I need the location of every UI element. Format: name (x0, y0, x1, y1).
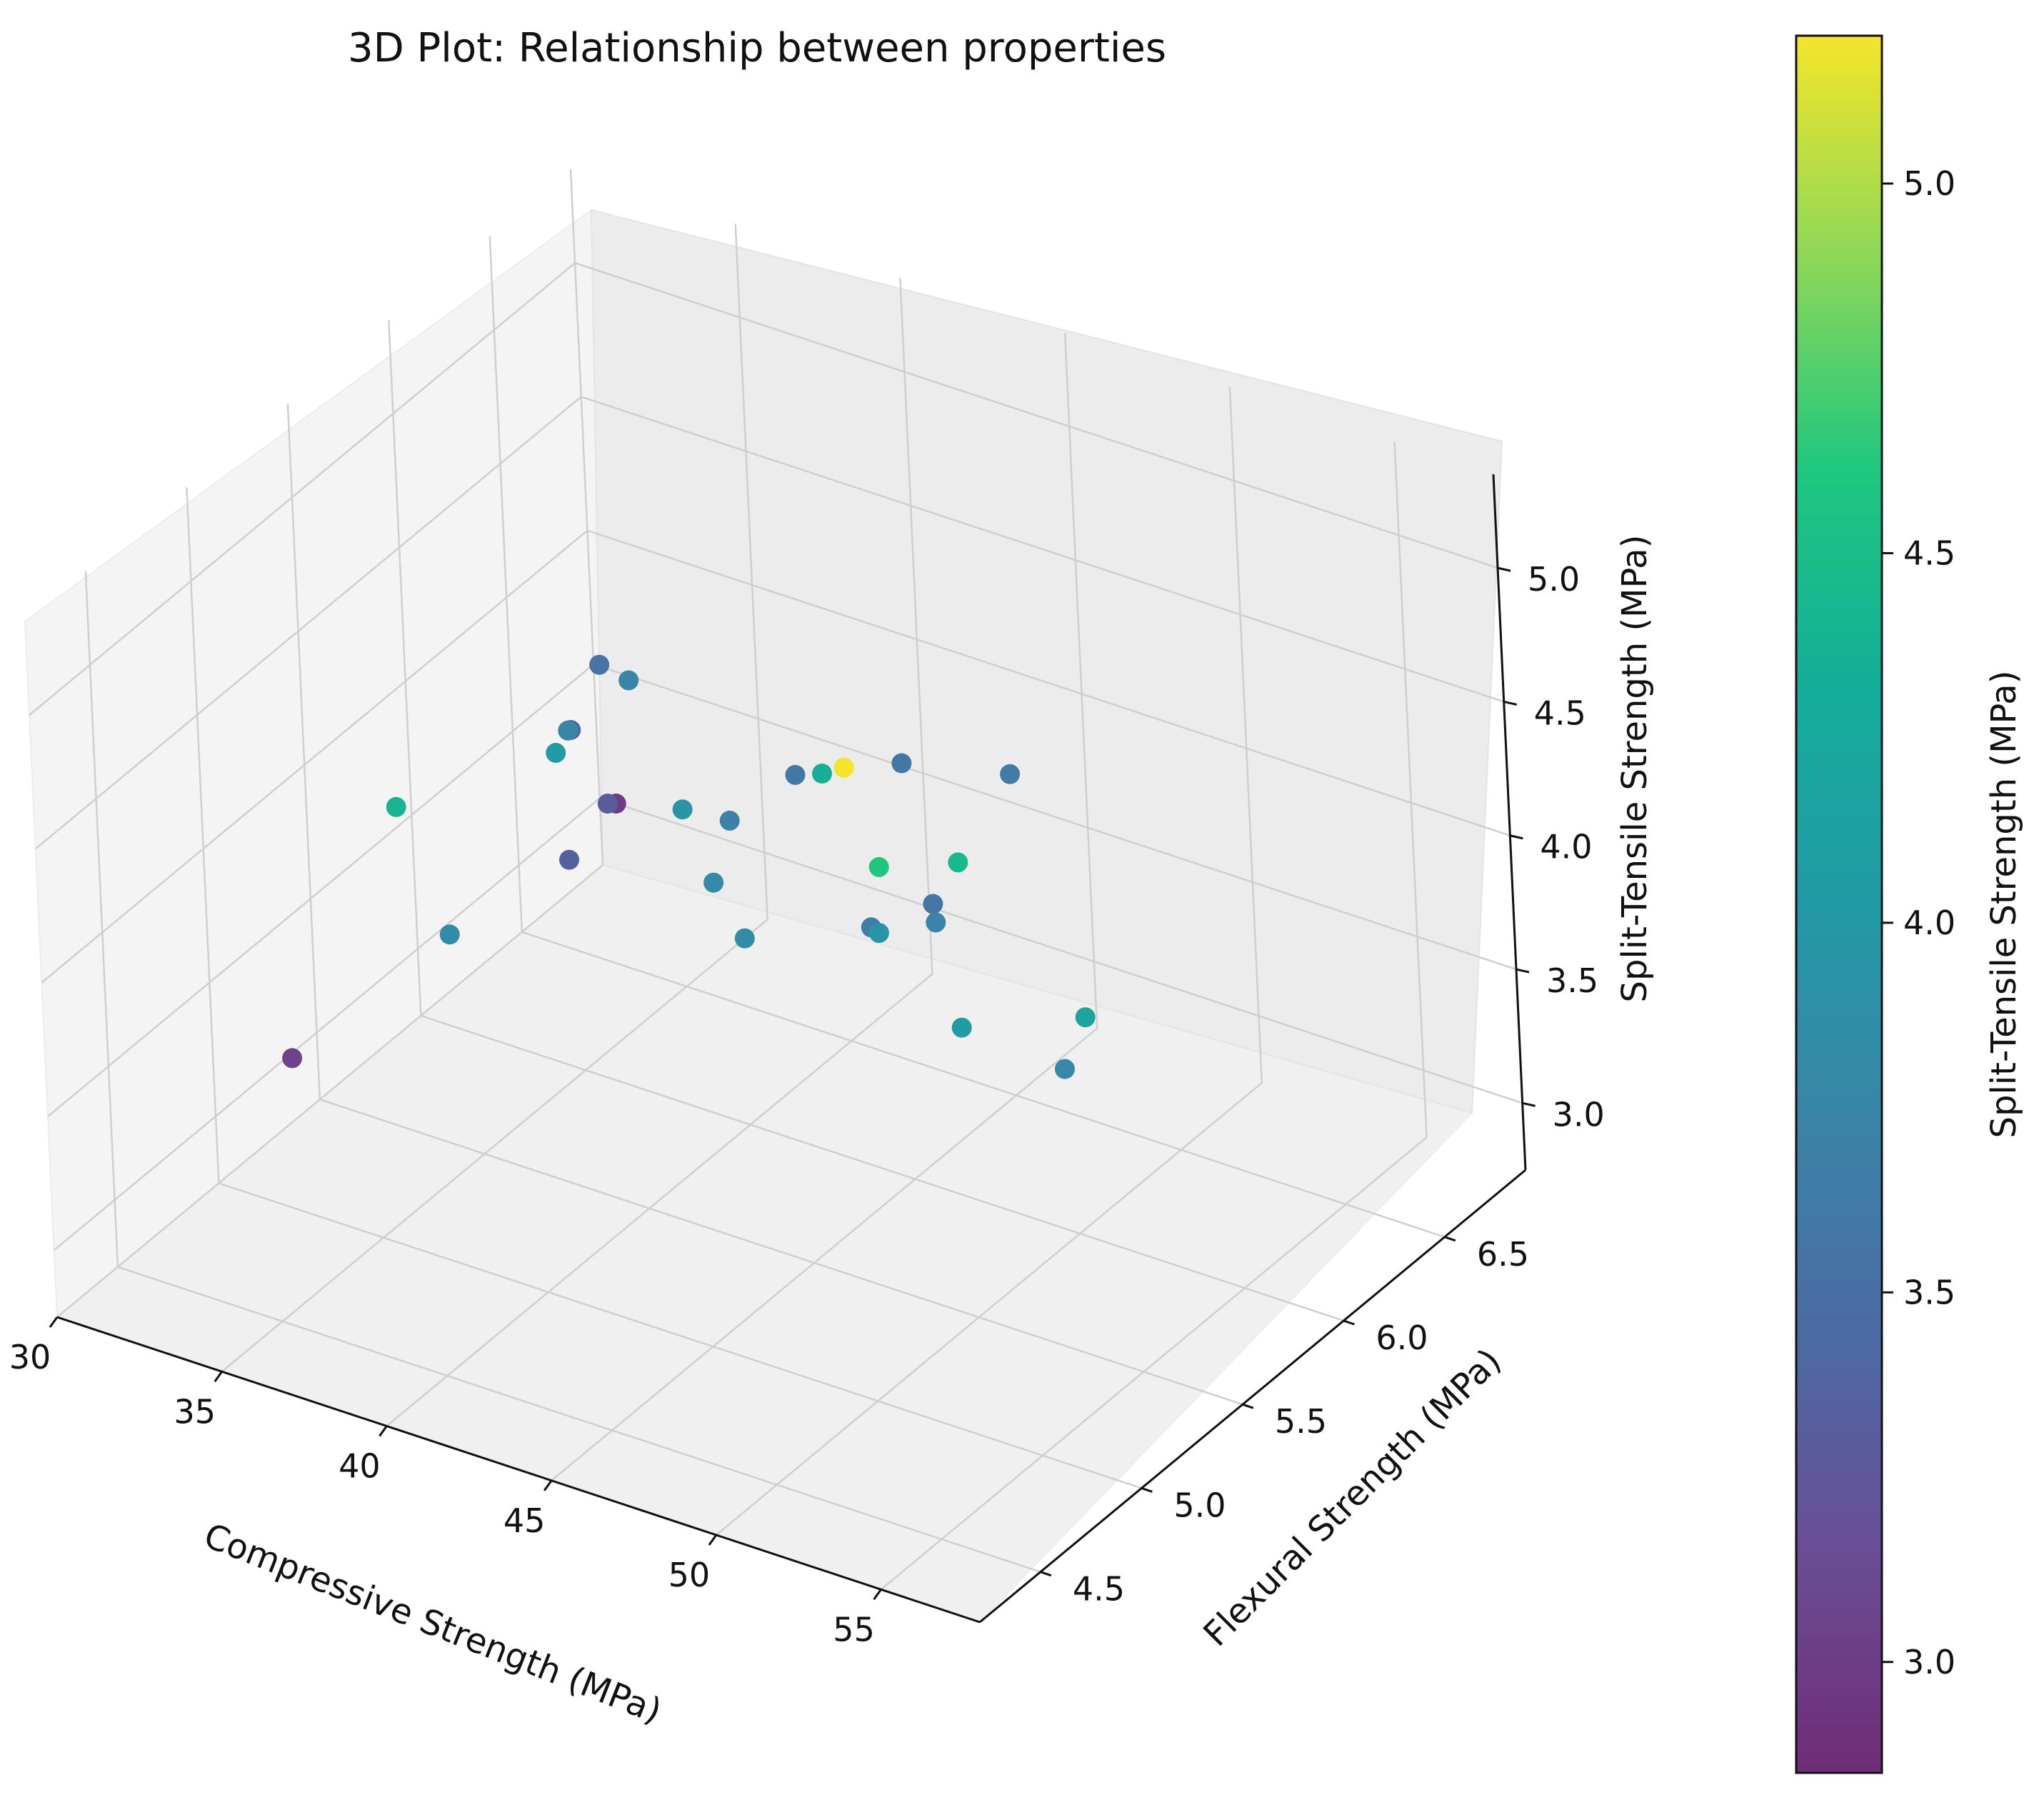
z-axis-label: Split-Tensile Strength (MPa) (1615, 535, 1655, 1003)
y-gridline (388, 319, 1344, 1322)
data-point (926, 912, 946, 933)
y-gridline (286, 404, 1243, 1406)
z-axis-ticks: 3.0 3.5 4.0 4.5 5.0 (1497, 560, 1605, 1134)
data-point (734, 928, 755, 949)
z-tick-label: 5.0 (1528, 560, 1580, 599)
x-axis-ticks: 30 35 40 45 50 55 (9, 1316, 882, 1649)
data-point (719, 810, 740, 831)
data-point (386, 796, 406, 817)
x-gridline (56, 169, 604, 1318)
data-point (868, 856, 889, 877)
y-tick-mark (1343, 1319, 1355, 1326)
z-tick-label: 4.0 (1540, 828, 1592, 866)
z-tick-mark (1503, 700, 1518, 706)
y-gridline (489, 236, 1446, 1238)
data-point (439, 924, 460, 945)
colorbar-tick-label: 3.5 (1903, 1273, 1955, 1311)
x-tick-mark (49, 1316, 59, 1328)
x-tick-label: 30 (9, 1338, 51, 1376)
y-tick-label: 6.5 (1477, 1235, 1529, 1274)
x-tick-label: 45 (504, 1501, 546, 1540)
colorbar-ticks: 3.0 3.5 4.0 4.5 5.0 (1882, 164, 1955, 1681)
x-tick-label: 40 (339, 1447, 381, 1486)
colorbar (1795, 34, 1883, 1774)
data-point (703, 872, 724, 893)
x-gridline (221, 224, 768, 1373)
axis-lines (56, 474, 1527, 1624)
x-tick-mark (708, 1534, 718, 1546)
y-axis-ticks: 4.5 5.0 5.5 6.0 6.5 (1040, 1235, 1529, 1609)
x-gridline (880, 441, 1428, 1591)
z-axis-line (1492, 474, 1527, 1171)
back-wall-pane (590, 209, 1503, 1114)
data-point (948, 852, 968, 873)
z-tick-mark (1516, 968, 1530, 974)
data-point (282, 1048, 303, 1069)
y-tick-mark (1242, 1403, 1254, 1409)
data-point (672, 799, 693, 820)
z-tick-label: 4.5 (1534, 694, 1586, 732)
data-point (923, 894, 943, 914)
scatter-points (282, 654, 1096, 1079)
data-point (868, 923, 889, 944)
y-tick-label: 5.5 (1275, 1402, 1327, 1441)
y-gridline (186, 487, 1142, 1489)
y-tick-mark (1444, 1236, 1456, 1242)
data-point (558, 720, 578, 741)
x-tick-label: 35 (174, 1392, 216, 1431)
z-tick-label: 3.5 (1546, 961, 1598, 1000)
z-gridline (34, 396, 1505, 850)
y-tick-label: 5.0 (1173, 1486, 1226, 1524)
z-tick-mark (1510, 834, 1523, 840)
z-tick-label: 3.0 (1553, 1095, 1605, 1134)
y-axis-label: Flexural Strength (MPa) (1196, 1341, 1509, 1654)
z-tick-mark (1497, 566, 1511, 572)
y-tick-mark (1040, 1571, 1052, 1577)
y-tick-label: 4.5 (1073, 1570, 1125, 1609)
data-point (597, 794, 618, 814)
data-point (546, 743, 566, 763)
colorbar-tick-label: 3.0 (1903, 1643, 1955, 1681)
y-gridline (84, 571, 1041, 1573)
data-point (833, 757, 854, 778)
data-point (559, 849, 579, 870)
data-point (785, 764, 806, 785)
colorbar-tick-label: 4.0 (1903, 904, 1955, 942)
data-point (618, 670, 639, 691)
y-axis-line (979, 1169, 1526, 1624)
x-axis-label: Compressive Strength (MPa) (199, 1516, 667, 1731)
y-tick-mark (1141, 1487, 1153, 1493)
x-gridline (551, 332, 1098, 1481)
data-point (589, 654, 610, 675)
x-gridline (386, 278, 933, 1427)
x-axis-line (56, 1316, 981, 1624)
y-tick-label: 6.0 (1376, 1319, 1428, 1357)
data-point (891, 753, 912, 774)
data-point (951, 1017, 972, 1038)
x-tick-mark (214, 1371, 223, 1383)
data-point (1055, 1059, 1075, 1079)
x-tick-mark (379, 1425, 388, 1437)
data-point (1000, 764, 1021, 784)
chart-title: 3D Plot: Relationship between properties (348, 25, 1166, 71)
colorbar-label: Split-Tensile Strength (MPa) (1984, 671, 2024, 1139)
data-point (812, 764, 832, 784)
z-tick-mark (1522, 1101, 1535, 1107)
data-point (1075, 1007, 1096, 1028)
colorbar-tick-label: 5.0 (1903, 164, 1955, 203)
x-tick-label: 55 (833, 1610, 875, 1649)
x-tick-mark (873, 1589, 882, 1601)
gridlines (29, 169, 1523, 1591)
z-gridline (41, 529, 1511, 984)
x-gridline (716, 386, 1263, 1536)
z-gridline (29, 261, 1498, 716)
x-tick-mark (543, 1479, 553, 1491)
x-tick-label: 50 (668, 1556, 711, 1594)
colorbar-tick-label: 4.5 (1903, 534, 1955, 572)
